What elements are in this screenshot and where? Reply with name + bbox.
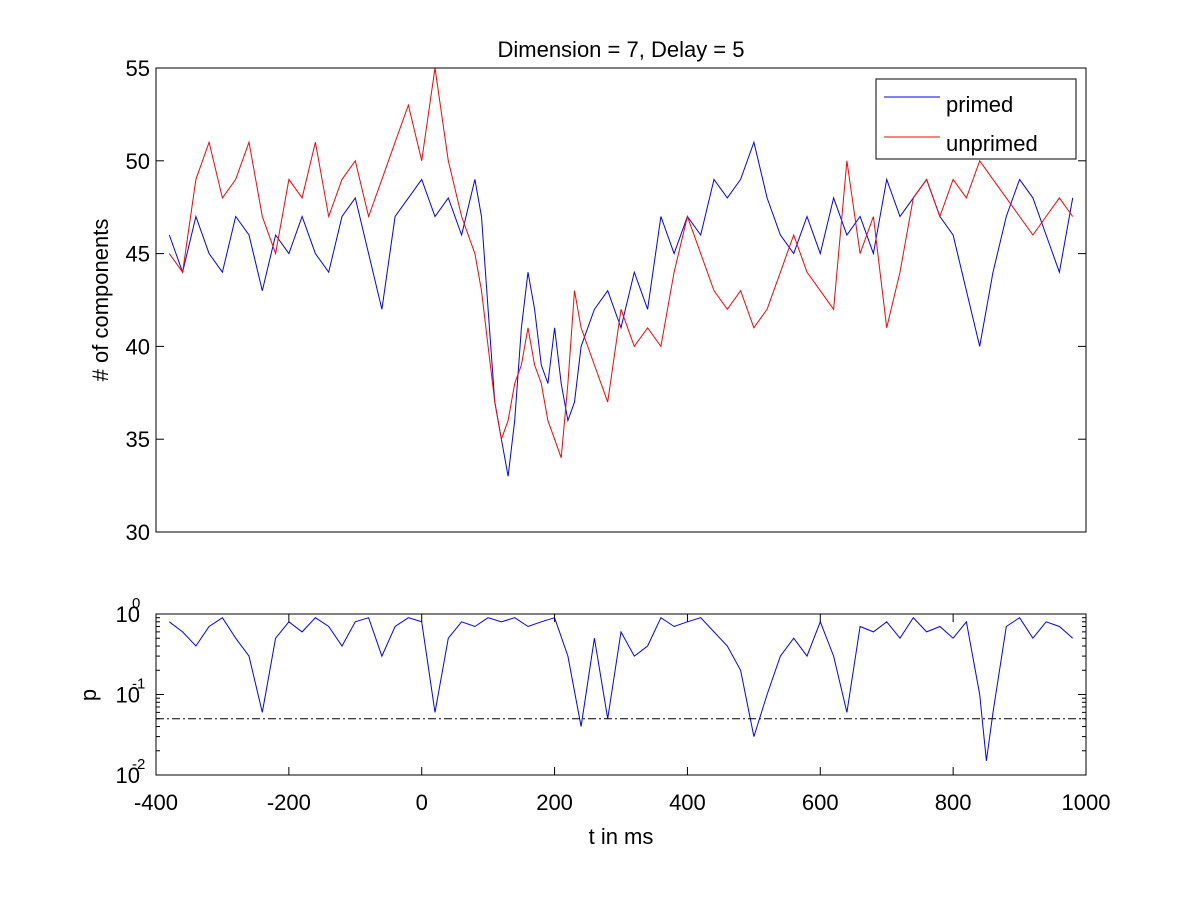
bottom-y-tick-base: 10 [116,683,140,708]
bottom-x-tick-label: 1000 [1062,790,1111,815]
bottom-x-tick-label: 400 [669,790,706,815]
bottom-series-group [168,616,1074,761]
legend-label-unprimed: unprimed [946,131,1038,156]
top-panel: Dimension = 7, Delay = 5 # of components… [88,37,1087,545]
bottom-x-tick-label: -200 [267,790,311,815]
top-ticks-group: 30 35 40 45 50 55 [126,56,1086,545]
bottom-x-tick-label: 0 [416,790,428,815]
legend-label-primed: primed [946,92,1013,117]
series-line-unprimed [168,67,1074,458]
top-y-tick-label: 50 [126,149,150,174]
top-chart-title: Dimension = 7, Delay = 5 [497,37,744,62]
bottom-axes-box [155,613,1087,776]
top-axes-box [155,67,1087,533]
bottom-y-tick-exponent: -1 [132,676,145,693]
legend: primed unprimed [875,78,1077,160]
top-y-tick-label: 40 [126,334,150,359]
bottom-x-tick-label: 600 [802,790,839,815]
bottom-y-tick-exponent: -2 [132,756,145,773]
bottom-y-tick-base: 10 [116,602,140,627]
bottom-x-axis-label: t in ms [589,824,654,849]
bottom-y-axis-label: p [76,689,101,701]
bottom-y-tick-exponent: 0 [132,595,140,612]
top-y-axis-label: # of components [88,219,113,382]
bottom-x-tick-label: 800 [935,790,972,815]
legend-box [875,78,1077,160]
bottom-x-tick-label: -400 [134,790,178,815]
top-y-tick-label: 55 [126,56,150,81]
bottom-y-tick-base: 10 [116,763,140,788]
top-plot-area [168,67,1074,477]
bottom-x-tick-label: 200 [536,790,573,815]
series-line-primed [168,140,1074,477]
top-y-tick-label: 30 [126,520,150,545]
p-value-line [168,616,1074,761]
top-series-group [168,67,1074,477]
top-y-tick-label: 35 [126,427,150,452]
top-y-tick-label: 45 [126,242,150,267]
